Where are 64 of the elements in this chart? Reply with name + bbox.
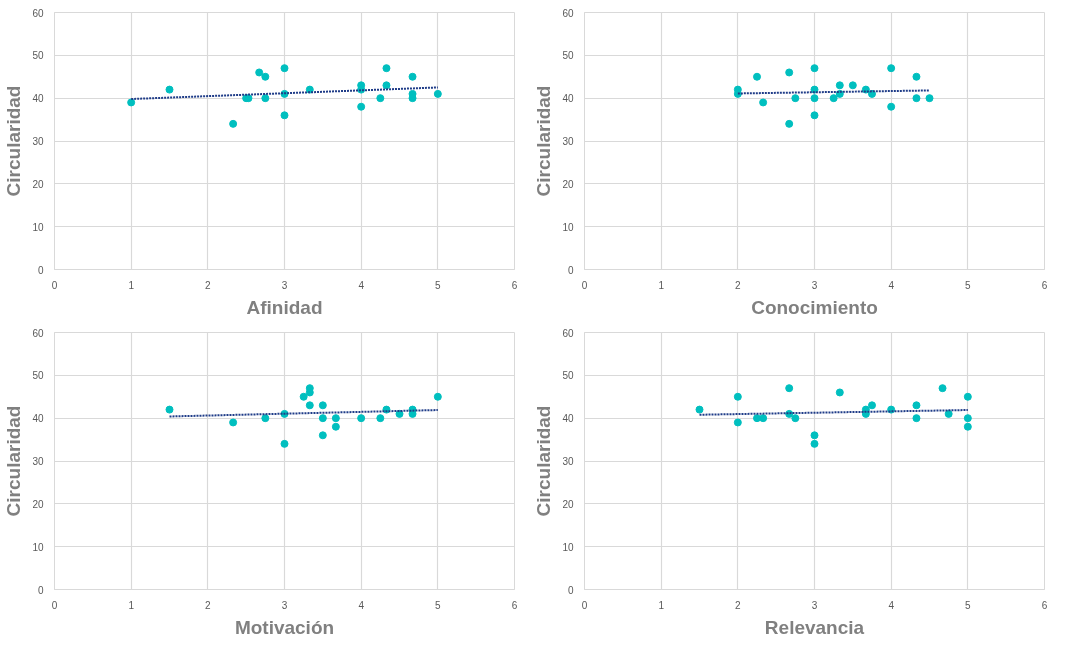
y-tick-label: 60 (562, 327, 574, 339)
x-tick-label: 6 (511, 599, 518, 611)
x-tick-label: 1 (128, 279, 135, 291)
y-tick-label: 50 (562, 370, 574, 382)
x-tick-label: 3 (811, 279, 818, 291)
y-tick-label: 40 (32, 93, 44, 105)
x-tick-label: 5 (965, 599, 972, 611)
y-tick-label: 50 (32, 370, 44, 382)
y-tick-label: 30 (562, 136, 574, 147)
x-tick-label: 0 (51, 279, 58, 291)
y-tick-label: 40 (32, 413, 44, 425)
y-tick-label: 10 (32, 541, 44, 553)
x-tick-label: 2 (205, 599, 212, 611)
x-tick-label: 2 (205, 279, 212, 291)
x-tick-label: 3 (811, 599, 818, 611)
y-tick-label: 60 (32, 7, 44, 19)
y-tick-label: 20 (562, 178, 574, 190)
x-tick-label: 4 (358, 599, 365, 611)
y-tick-label: 50 (562, 50, 574, 62)
y-tick-label: 20 (32, 498, 44, 510)
y-tick-label: 10 (562, 221, 574, 233)
x-tick-label: 5 (965, 279, 972, 291)
x-tick-label: 2 (735, 279, 742, 291)
x-tick-label: 4 (358, 279, 365, 291)
y-tick-label: 30 (32, 456, 44, 467)
x-tick-label: 6 (1041, 599, 1048, 611)
x-tick-label: 4 (888, 599, 895, 611)
x-tick-label: 1 (658, 599, 665, 611)
y-tick-label: 30 (32, 136, 44, 147)
x-tick-label: 5 (435, 279, 442, 291)
y-tick-label: 30 (562, 456, 574, 467)
x-tick-label: 5 (435, 599, 442, 611)
y-tick-label: 20 (562, 498, 574, 510)
x-tick-label: 3 (281, 279, 288, 291)
y-tick-label: 40 (562, 413, 574, 425)
y-tick-label: 60 (562, 7, 574, 19)
y-tick-label: 10 (32, 221, 44, 233)
y-tick-label: 60 (32, 327, 44, 339)
x-tick-label: 0 (581, 279, 588, 291)
y-tick-label: 0 (567, 264, 574, 276)
x-axis-title: Afinidad (246, 296, 323, 318)
x-axis-title: Conocimiento (751, 296, 878, 318)
x-axis-title: Relevancia (764, 616, 865, 638)
x-tick-label: 6 (511, 279, 518, 291)
y-axis-title: Circularidad (3, 405, 25, 517)
x-tick-label: 1 (658, 279, 665, 291)
y-tick-label: 10 (562, 541, 574, 553)
y-tick-label: 0 (37, 264, 44, 276)
y-axis-title: Circularidad (533, 85, 555, 197)
y-axis-title: Circularidad (533, 405, 555, 517)
x-tick-label: 6 (1041, 279, 1048, 291)
y-axis-title: Circularidad (3, 85, 25, 197)
x-tick-label: 0 (581, 599, 588, 611)
x-tick-label: 2 (735, 599, 742, 611)
y-tick-label: 0 (37, 584, 44, 596)
x-tick-label: 4 (888, 279, 895, 291)
x-tick-label: 3 (281, 599, 288, 611)
x-axis-title: Motivación (234, 616, 335, 638)
y-tick-label: 40 (562, 93, 574, 105)
y-tick-label: 50 (32, 50, 44, 62)
x-tick-label: 0 (51, 599, 58, 611)
y-tick-label: 20 (32, 178, 44, 190)
x-tick-label: 1 (128, 599, 135, 611)
y-tick-label: 0 (567, 584, 574, 596)
